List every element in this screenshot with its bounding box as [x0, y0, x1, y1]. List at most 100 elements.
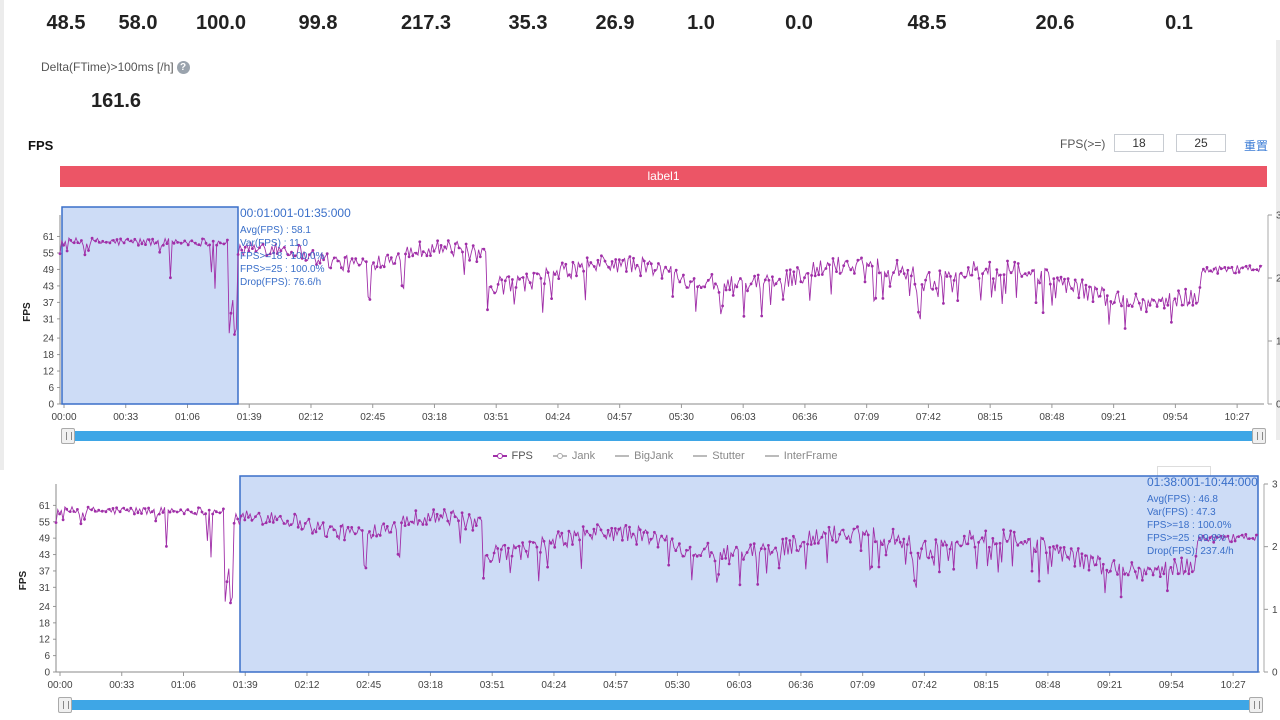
fps-point [806, 542, 809, 546]
stat-value: 1.0 [687, 12, 715, 34]
fps-point [1087, 568, 1091, 572]
x-tick-label: 09:54 [1163, 412, 1188, 423]
fps-point [211, 512, 215, 516]
reset-link[interactable]: 重置 [1244, 139, 1269, 153]
fps-point [428, 518, 432, 522]
fps-point [625, 270, 628, 273]
fps-point [856, 525, 859, 529]
fps-point [942, 302, 945, 305]
zoom-slider-track[interactable] [69, 431, 1258, 441]
fps-point [756, 583, 760, 586]
fps-point [296, 525, 300, 529]
fps-point [927, 271, 931, 274]
zoom-handle-right[interactable] [1252, 428, 1266, 444]
fps-threshold-high-input[interactable] [1176, 134, 1226, 152]
legend-item-interframe[interactable]: InterFrame [764, 450, 838, 462]
fps-point [485, 553, 489, 557]
fps-point [885, 274, 888, 278]
fps-point [1208, 536, 1212, 540]
zoom-handle-left[interactable] [58, 697, 72, 713]
left-gutter [0, 0, 4, 470]
fps-point [1119, 595, 1123, 599]
help-icon[interactable]: ? [176, 60, 190, 74]
fps-point [756, 273, 760, 277]
fps-point [386, 253, 390, 257]
legend-label: Stutter [712, 450, 745, 462]
zoom-slider-track[interactable] [66, 700, 1255, 710]
stat-value: 0.0 [785, 12, 813, 34]
fps-point [372, 261, 375, 265]
fps-point [674, 268, 678, 272]
fps-point [617, 258, 621, 262]
fps-point [150, 510, 154, 514]
fps-point [86, 505, 90, 509]
selection-stat-label: Avg(FPS) : 58.1 [240, 225, 311, 236]
fps-point [137, 243, 140, 247]
fps-point [770, 550, 774, 554]
fps-point [1251, 268, 1255, 272]
fps-point [689, 280, 692, 283]
y-tick-label: 6 [48, 383, 54, 394]
fps-point [307, 517, 311, 521]
fps-point [909, 551, 913, 555]
fps-point [404, 252, 407, 256]
fps-point [924, 278, 927, 282]
fps-point [1155, 567, 1159, 571]
fps-point [1219, 534, 1223, 538]
fps-point [507, 546, 510, 550]
x-tick-label: 04:24 [545, 412, 570, 423]
fps-point [646, 262, 650, 266]
label-bar[interactable]: label1 [60, 166, 1267, 187]
fps-point [589, 261, 593, 264]
fps-threshold-low-input[interactable] [1114, 134, 1164, 152]
legend-line-bigjank-icon [615, 455, 630, 457]
x-tick-label: 05:30 [665, 680, 690, 691]
fps-point [410, 520, 414, 524]
fps-point [1233, 539, 1237, 543]
fps-point [76, 241, 80, 244]
legend-line-jank-icon [552, 453, 567, 459]
fps-point [90, 236, 94, 240]
fps-point [717, 291, 721, 294]
fps-point [261, 242, 265, 246]
fps-point [1130, 305, 1134, 308]
fps-point [226, 238, 229, 242]
zoom-handle-left[interactable] [61, 428, 75, 444]
zoom-handle-right[interactable] [1249, 697, 1263, 713]
legend-item-jank[interactable]: Jank [552, 450, 595, 462]
fps-point [354, 257, 358, 260]
fps-point [784, 537, 788, 540]
fps-point [1201, 534, 1205, 538]
fps-point [1159, 299, 1163, 302]
fps-point [168, 510, 172, 514]
fps-point [97, 240, 101, 244]
fps-point [735, 545, 738, 549]
fps-point [738, 583, 742, 587]
fps-point [450, 250, 454, 254]
zoom-slider-top[interactable] [61, 428, 1266, 444]
fps-point [588, 533, 592, 537]
fps-point [332, 256, 336, 260]
legend-item-stutter[interactable]: Stutter [693, 450, 745, 462]
fps-point [614, 258, 618, 261]
fps-point [571, 260, 575, 264]
legend-item-bigjank[interactable]: BigJank [615, 450, 673, 462]
fps-point [179, 241, 183, 245]
fps-point [1037, 579, 1041, 583]
x-tick-label: 09:21 [1101, 412, 1126, 423]
fps-point [510, 554, 514, 558]
fps-point [1127, 304, 1130, 308]
stat-value: 217.3 [400, 12, 452, 34]
fps-point [905, 543, 909, 546]
legend-item-fps[interactable]: FPS [492, 450, 533, 462]
zoom-slider-bottom[interactable] [58, 697, 1263, 713]
delta-ftime-label: Delta(FTime)>100ms [/h] ? [41, 60, 190, 74]
fps-point [966, 542, 970, 546]
fps-point [108, 241, 112, 245]
fps-point [695, 554, 699, 558]
fps-point [1247, 537, 1251, 540]
selection-range-label: 01:38:001-10:44:000 [1147, 475, 1258, 489]
fps-point [685, 286, 689, 289]
